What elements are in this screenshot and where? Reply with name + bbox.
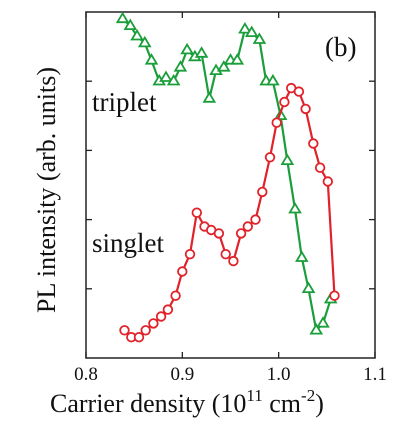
triplet-point (144, 53, 159, 65)
triplet-point (123, 18, 138, 31)
singlet-point (242, 221, 254, 232)
x-tick-label: 1.0 (267, 364, 291, 385)
singlet-point (119, 325, 130, 336)
singlet-point (184, 248, 196, 260)
x-tick-label: 1.1 (363, 364, 387, 385)
triplet-annotation: triplet (92, 87, 157, 117)
singlet-point (170, 290, 181, 301)
singlet-point (257, 186, 268, 198)
triplet-point (173, 60, 188, 72)
triplet-point (244, 25, 259, 37)
singlet-point (213, 228, 225, 239)
singlet-point (293, 86, 305, 97)
triplet-point (137, 35, 152, 48)
triplet-point (301, 281, 316, 294)
triplet-point (130, 28, 144, 41)
singlet-point (314, 162, 326, 173)
singlet-point (300, 103, 311, 115)
singlet-annotation: singlet (92, 228, 164, 258)
plot-frame-layer (85, 11, 376, 359)
singlet-point (279, 96, 290, 108)
singlet-point (155, 311, 167, 322)
singlet-point (133, 332, 145, 343)
triplet-point (159, 70, 173, 82)
plot-frame (85, 11, 376, 359)
triplet-point (295, 250, 309, 262)
triplet-point (115, 11, 130, 24)
x-axis-label-close: ) (315, 389, 324, 418)
singlet-point (235, 228, 247, 239)
triplet-point (216, 60, 231, 72)
singlet-point (271, 117, 282, 128)
singlet-point (308, 138, 319, 149)
triplet-point (309, 323, 324, 335)
singlet-series-line (123, 86, 336, 339)
triplet-point (230, 53, 245, 65)
x-axis-label-unit-exp: -2 (301, 386, 315, 405)
ticks-layer: 0.8 0.9 1.0 1.1 (74, 12, 387, 385)
singlet-point (148, 318, 159, 329)
singlet-point (177, 266, 188, 277)
triplet-point (180, 42, 194, 55)
singlet-point (228, 255, 239, 267)
triplet-point (266, 73, 280, 86)
panel-label: (b) (325, 32, 356, 62)
singlet-point (162, 304, 174, 315)
singlet-point (329, 290, 340, 301)
x-axis-label-unit: cm (263, 389, 301, 418)
singlet-point (140, 325, 151, 336)
x-tick-label: 0.8 (74, 364, 98, 385)
x-axis-label-main: Carrier density (10 (50, 389, 246, 418)
triplet-point (252, 32, 267, 44)
series-layer (115, 11, 340, 343)
triplet-point (280, 153, 295, 166)
x-tick-label: 0.9 (170, 364, 194, 385)
triplet-point (316, 316, 330, 328)
triplet-point (166, 73, 181, 86)
singlet-point (220, 248, 231, 260)
singlet-point (264, 152, 276, 163)
triplet-point (202, 91, 217, 103)
triplet-point (238, 22, 252, 34)
x-axis-label-exp: 11 (246, 386, 262, 405)
singlet-point (250, 214, 261, 225)
x-axis-label: Carrier density (1011 cm-2) (50, 386, 324, 418)
y-axis-label: PL intensity (arb. units) (32, 67, 61, 313)
singlet-point (191, 207, 203, 218)
triplet-point (194, 46, 209, 58)
triplet-point (288, 201, 302, 214)
singlet-point (322, 176, 334, 187)
